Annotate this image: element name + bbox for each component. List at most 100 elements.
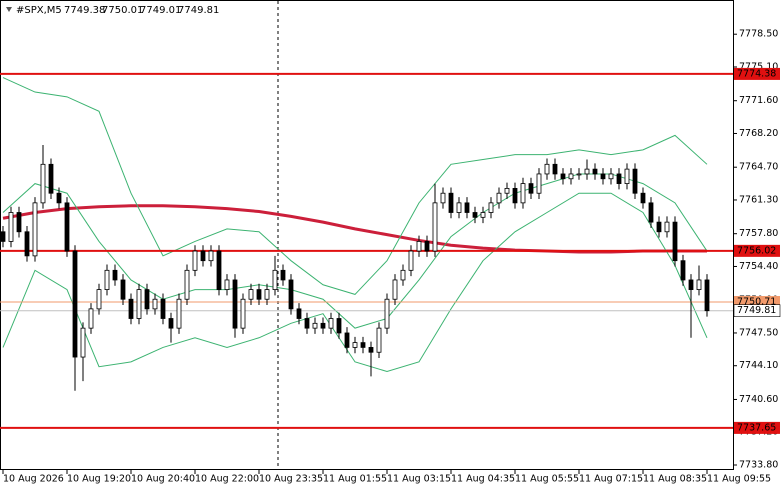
candle-body	[248, 289, 254, 300]
level-label: 7750.71	[737, 297, 776, 308]
x-tick-label: 10 Aug 20:40	[131, 474, 195, 485]
candle-body	[288, 279, 294, 310]
candle-body	[584, 168, 590, 175]
candle-body	[272, 269, 278, 290]
candle-body	[280, 269, 286, 281]
candle-body	[168, 318, 174, 329]
candle-body	[200, 250, 206, 262]
y-tick-label: 7757.80	[739, 228, 778, 239]
candle-body	[592, 168, 598, 175]
candle-body	[600, 173, 606, 180]
candle-body	[632, 168, 638, 194]
candle-body	[328, 318, 334, 329]
level-label: 7774.38	[737, 68, 776, 79]
header-ohlc: 7749.01	[140, 5, 181, 16]
level-label: 7737.65	[737, 422, 776, 433]
candle-body	[0, 231, 6, 242]
x-tick-label: 11 Aug 03:15	[387, 474, 451, 485]
candle-body	[24, 231, 30, 257]
y-tick-label: 7775.10	[739, 61, 778, 72]
candle-body	[504, 188, 510, 194]
candle-body	[312, 322, 318, 329]
candle-body	[648, 202, 654, 223]
candle-body	[360, 342, 366, 348]
candle-body	[568, 173, 574, 180]
candle-body	[16, 212, 22, 233]
candle-body	[392, 279, 398, 300]
candle-body	[480, 212, 486, 218]
candle-body	[552, 163, 558, 175]
level-label-box	[734, 67, 780, 80]
candle-body	[680, 260, 686, 281]
symbol: #SPX,M5	[16, 5, 62, 16]
candle-body	[688, 279, 694, 290]
y-tick-label: 7744.10	[739, 360, 778, 371]
candle-body	[520, 183, 526, 204]
candle-body	[184, 269, 190, 300]
header-ohlc: 7750.01	[102, 5, 143, 16]
level-label-box	[734, 244, 780, 257]
header-ohlc: 7749.38	[64, 5, 105, 16]
y-tick-label: 7771.60	[739, 95, 778, 106]
candle-body	[456, 202, 462, 213]
candle-body	[656, 221, 662, 233]
candle-body	[296, 308, 302, 319]
x-tick-label: 11 Aug 07:15	[579, 474, 643, 485]
candle-body	[56, 192, 62, 204]
candle-body	[472, 212, 478, 218]
candle-body	[664, 221, 670, 233]
candle-body	[96, 289, 102, 310]
candle-body	[512, 188, 518, 204]
candle-body	[672, 221, 678, 262]
candle-body	[464, 202, 470, 213]
candle-body	[416, 241, 422, 252]
candle-body	[192, 250, 198, 271]
x-tick-label: 10 Aug 2026	[3, 474, 64, 485]
candle-body	[448, 192, 454, 213]
candle-body	[320, 322, 326, 329]
candle-body	[344, 332, 350, 348]
candle-body	[560, 173, 566, 180]
candle-body	[208, 250, 214, 262]
candle-body	[40, 163, 46, 204]
candle-body	[696, 279, 702, 290]
y-tick-label: 7733.80	[739, 459, 778, 470]
candle-body	[240, 298, 246, 329]
x-tick-label: 11 Aug 05:55	[515, 474, 579, 485]
candle-body	[352, 342, 358, 348]
y-tick-label: 7740.60	[739, 394, 778, 405]
candle-body	[640, 192, 646, 204]
y-tick-label: 7768.20	[739, 128, 778, 139]
indicator-line	[2, 77, 708, 295]
candle-body	[160, 298, 166, 319]
candle-body	[120, 279, 126, 300]
candle-body	[432, 202, 438, 252]
x-tick-label: 10 Aug 22:00	[195, 474, 259, 485]
candle-body	[176, 298, 182, 329]
x-tick-label: 10 Aug 19:20	[67, 474, 131, 485]
candle-body	[528, 183, 534, 194]
plot-frame	[0, 0, 734, 470]
candle-body	[536, 173, 542, 194]
candle-body	[216, 250, 222, 290]
y-tick-label: 7747.50	[739, 327, 778, 338]
candle-body	[704, 279, 710, 312]
candle-body	[368, 347, 374, 353]
indicator-line	[2, 204, 707, 254]
candle-body	[8, 212, 14, 242]
candle-body	[616, 173, 622, 184]
x-tick-label: 11 Aug 04:35	[451, 474, 515, 485]
candle-body	[408, 250, 414, 271]
symbol-icon	[6, 7, 12, 12]
candle-body	[136, 289, 142, 319]
level-label-box	[734, 421, 780, 434]
indicator-line	[2, 173, 708, 329]
x-tick-label: 10 Aug 23:35	[259, 474, 323, 485]
level-label: 7756.02	[737, 245, 776, 256]
candle-body	[488, 202, 494, 213]
x-tick-label: 11 Aug 09:55	[707, 474, 771, 485]
candle-body	[152, 298, 158, 310]
candle-body	[376, 327, 382, 353]
